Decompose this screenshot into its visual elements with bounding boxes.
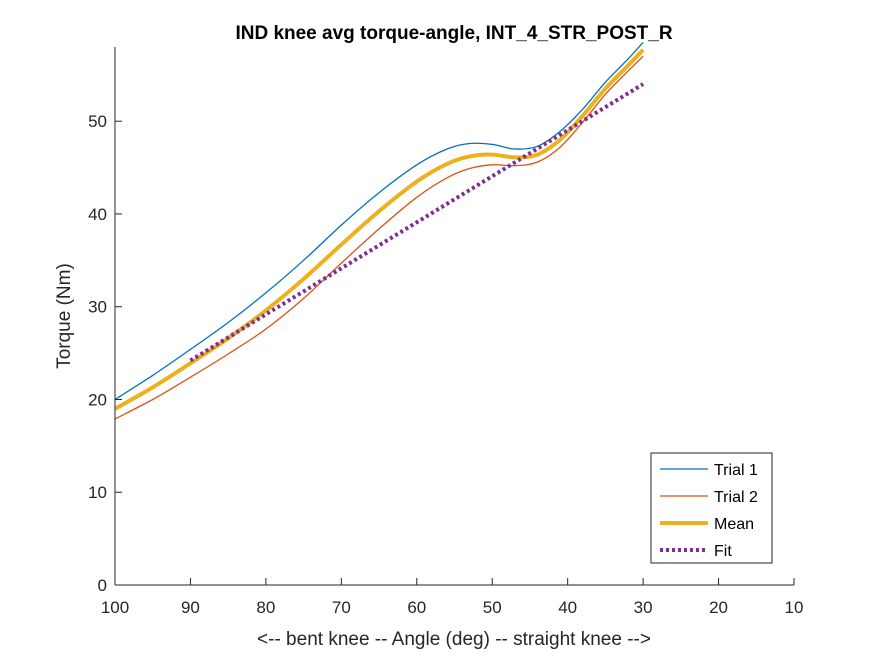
y-axis-label: Torque (Nm): [54, 263, 75, 369]
legend-label: Fit: [714, 543, 732, 560]
x-tick-label: 100: [101, 598, 129, 617]
legend: Trial 1 Trial 2 Mean Fit: [650, 452, 773, 564]
y-ticks: 0 10 20 30 40 50: [88, 112, 122, 595]
y-tick-label: 40: [88, 205, 107, 224]
series-line-trial-1: [114, 41, 644, 401]
legend-label: Mean: [714, 516, 754, 533]
x-tick-label: 90: [181, 598, 200, 617]
axes-layer: [114, 47, 794, 586]
x-ticks: 100 90 80 70 60 50 40 30 20 10: [101, 578, 804, 617]
x-tick-label: 70: [332, 598, 351, 617]
x-tick-label: 60: [407, 598, 426, 617]
y-tick-label: 30: [88, 298, 107, 317]
series-line-fit: [189, 82, 645, 363]
legend-label: Trial 1: [714, 462, 758, 479]
y-tick-label: 10: [88, 483, 107, 502]
series-layer: [114, 41, 645, 420]
x-tick-label: 40: [558, 598, 577, 617]
x-tick-label: 50: [483, 598, 502, 617]
y-tick-label: 0: [98, 576, 107, 595]
x-tick-label: 80: [256, 598, 275, 617]
y-tick-label: 50: [88, 112, 107, 131]
y-tick-label: 20: [88, 390, 107, 409]
legend-box: [650, 452, 773, 564]
series-line-trial-2: [114, 55, 644, 420]
x-tick-label: 20: [709, 598, 728, 617]
chart-title: IND knee avg torque-angle, INT_4_STR_POS…: [235, 23, 672, 44]
x-tick-label: 10: [785, 598, 804, 617]
x-tick-label: 30: [634, 598, 653, 617]
legend-label: Trial 2: [714, 489, 758, 506]
x-axis-label: <-- bent knee -- Angle (deg) -- straight…: [257, 629, 651, 650]
